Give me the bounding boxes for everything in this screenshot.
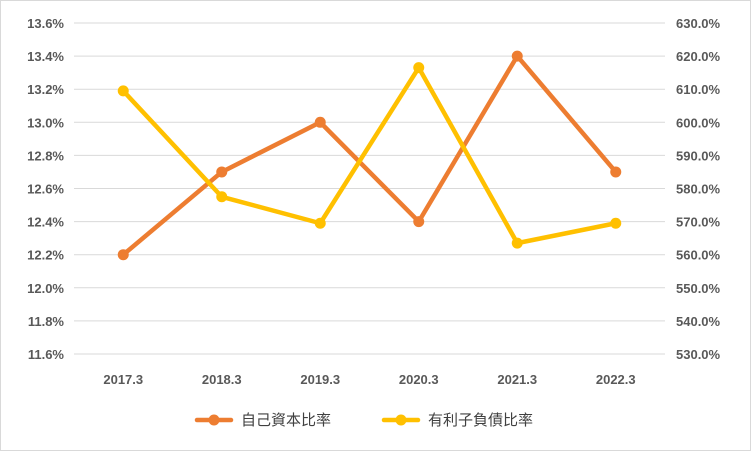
- left-tick-label: 13.6%: [27, 16, 64, 31]
- legend-entry: 自己資本比率: [194, 411, 331, 429]
- data-point: [216, 191, 228, 203]
- x-tick-label: 2018.3: [202, 372, 242, 387]
- left-tick-label: 12.8%: [27, 148, 64, 163]
- right-axis-ticks: 530.0% 540.0% 550.0% 560.0% 570.0% 580.0% 590.…: [676, 16, 721, 362]
- right-tick-label: 550.0%: [676, 281, 721, 296]
- left-tick-label: 12.6%: [27, 182, 64, 197]
- legend-marker: [395, 414, 407, 426]
- data-point: [117, 249, 129, 261]
- right-tick-label: 560.0%: [676, 248, 721, 263]
- series-2: [117, 62, 622, 249]
- data-point: [117, 85, 129, 97]
- left-tick-label: 13.2%: [27, 82, 64, 97]
- left-axis-ticks: 11.6% 11.8% 12.0% 12.2% 12.4% 12.6% 12.8% 13.0%…: [27, 16, 64, 362]
- series-line: [121, 65, 618, 246]
- right-tick-label: 600.0%: [676, 115, 721, 130]
- left-tick-label: 11.8%: [28, 314, 65, 329]
- left-tick-label: 13.4%: [27, 49, 64, 64]
- data-point: [216, 166, 228, 178]
- legend-marker: [208, 414, 220, 426]
- right-tick-label: 580.0%: [676, 182, 721, 197]
- left-tick-label: 12.2%: [27, 248, 64, 263]
- right-tick-label: 590.0%: [676, 148, 721, 163]
- data-point: [413, 62, 425, 74]
- left-tick-label: 12.4%: [27, 215, 64, 230]
- data-point: [610, 166, 622, 178]
- right-tick-label: 620.0%: [676, 49, 721, 64]
- right-tick-label: 540.0%: [676, 314, 721, 329]
- left-tick-label: 11.6%: [28, 347, 65, 362]
- data-point: [511, 50, 523, 62]
- x-tick-label: 2021.3: [497, 372, 537, 387]
- series-lines: [117, 50, 622, 261]
- legend: 自己資本比率 有利子負債比率: [194, 411, 533, 429]
- right-tick-label: 630.0%: [676, 16, 721, 31]
- series-line: [121, 53, 618, 257]
- data-point: [413, 216, 425, 228]
- x-tick-label: 2017.3: [103, 372, 143, 387]
- x-axis-ticks: 2017.3 2018.3 2019.3 2020.3 2021.3 2022.3: [103, 372, 635, 387]
- right-tick-label: 530.0%: [676, 347, 721, 362]
- legend-label: 有利子負債比率: [428, 411, 533, 429]
- left-tick-label: 12.0%: [27, 281, 64, 296]
- legend-entry: 有利子負債比率: [381, 411, 533, 429]
- data-point: [511, 237, 523, 249]
- data-point: [314, 116, 326, 128]
- x-tick-label: 2019.3: [300, 372, 340, 387]
- data-point: [610, 217, 622, 229]
- x-tick-label: 2020.3: [399, 372, 439, 387]
- right-tick-label: 610.0%: [676, 82, 721, 97]
- right-tick-label: 570.0%: [676, 215, 721, 230]
- gridlines: [74, 22, 665, 355]
- series-1: [117, 50, 622, 261]
- left-tick-label: 13.0%: [27, 115, 64, 130]
- legend-label: 自己資本比率: [241, 411, 331, 429]
- data-point: [314, 217, 326, 229]
- x-tick-label: 2022.3: [596, 372, 636, 387]
